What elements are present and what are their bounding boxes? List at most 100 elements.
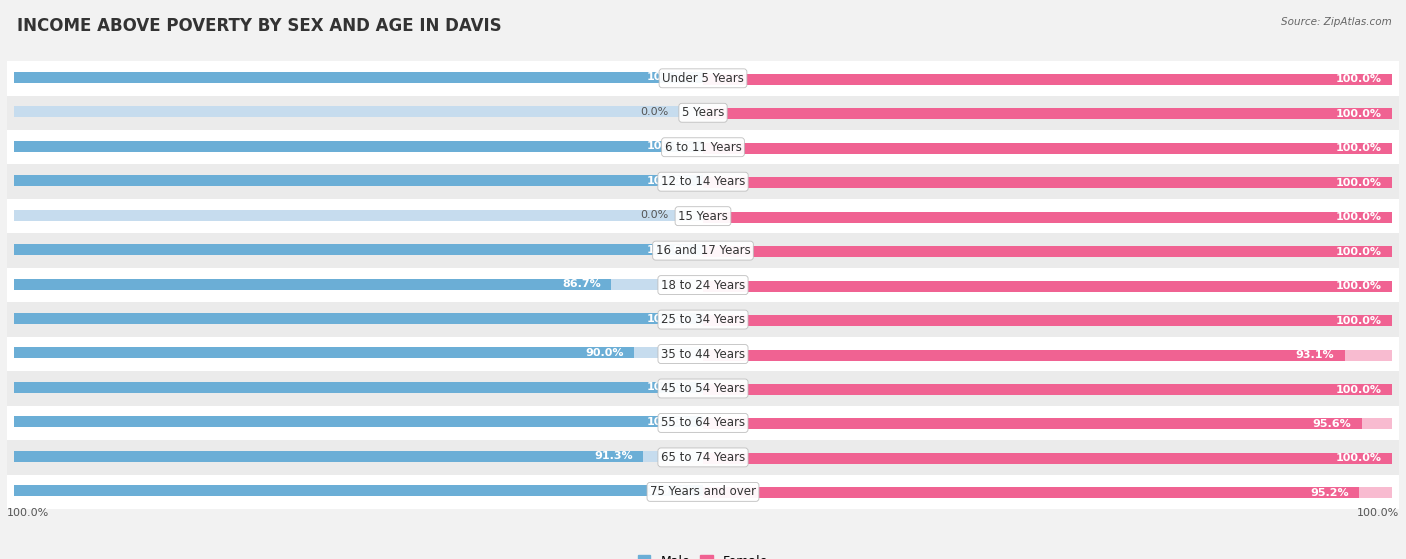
Bar <box>14 210 703 221</box>
Bar <box>703 246 1392 257</box>
Bar <box>7 130 1399 164</box>
Bar <box>14 72 703 83</box>
Bar <box>703 246 1392 257</box>
Bar <box>14 72 703 83</box>
Bar <box>7 475 1399 509</box>
Bar <box>7 199 1399 234</box>
Bar <box>703 453 1392 464</box>
Bar <box>14 451 643 462</box>
Bar <box>7 371 1399 406</box>
Bar <box>14 175 703 186</box>
Text: 5 Years: 5 Years <box>682 106 724 119</box>
Bar <box>703 108 1392 119</box>
Text: 100.0%: 100.0% <box>1336 281 1382 291</box>
Text: 65 to 74 Years: 65 to 74 Years <box>661 451 745 464</box>
Bar <box>703 177 1392 188</box>
Text: 100.0%: 100.0% <box>647 417 693 427</box>
Bar <box>14 244 703 255</box>
Bar <box>703 384 1392 395</box>
Bar <box>703 419 1392 429</box>
Text: 100.0%: 100.0% <box>1336 385 1382 395</box>
Text: INCOME ABOVE POVERTY BY SEX AND AGE IN DAVIS: INCOME ABOVE POVERTY BY SEX AND AGE IN D… <box>17 17 502 35</box>
Bar <box>703 74 1392 85</box>
Bar <box>703 143 1392 154</box>
Text: 93.1%: 93.1% <box>1295 350 1334 360</box>
Legend: Male, Female: Male, Female <box>638 555 768 559</box>
Text: 86.7%: 86.7% <box>562 279 600 289</box>
Text: 18 to 24 Years: 18 to 24 Years <box>661 278 745 292</box>
Text: 100.0%: 100.0% <box>647 314 693 324</box>
Bar <box>14 278 703 290</box>
Text: 100.0%: 100.0% <box>1336 143 1382 153</box>
Bar <box>703 212 1392 222</box>
Bar <box>703 143 1392 154</box>
Bar <box>703 108 1392 119</box>
Bar <box>14 485 703 496</box>
Text: 0.0%: 0.0% <box>640 107 668 117</box>
Text: 95.2%: 95.2% <box>1310 488 1348 498</box>
Text: 100.0%: 100.0% <box>7 508 49 518</box>
Bar <box>703 281 1392 292</box>
Text: 100.0%: 100.0% <box>1336 74 1382 84</box>
Bar <box>7 302 1399 337</box>
Bar <box>703 453 1392 464</box>
Bar <box>703 177 1392 188</box>
Text: 100.0%: 100.0% <box>1336 453 1382 463</box>
Text: 100.0%: 100.0% <box>1336 316 1382 325</box>
Bar <box>703 487 1360 499</box>
Text: 15 Years: 15 Years <box>678 210 728 222</box>
Text: 91.3%: 91.3% <box>595 451 633 461</box>
Text: 75 Years and over: 75 Years and over <box>650 485 756 499</box>
Bar <box>14 451 703 462</box>
Bar <box>14 141 703 151</box>
Bar <box>7 268 1399 302</box>
Bar <box>7 406 1399 440</box>
Bar <box>703 349 1344 361</box>
Bar <box>14 313 703 324</box>
Text: 55 to 64 Years: 55 to 64 Years <box>661 416 745 429</box>
Bar <box>14 416 703 428</box>
Bar <box>14 313 703 324</box>
Text: 45 to 54 Years: 45 to 54 Years <box>661 382 745 395</box>
Text: 100.0%: 100.0% <box>647 382 693 392</box>
Text: 16 and 17 Years: 16 and 17 Years <box>655 244 751 257</box>
Text: 100.0%: 100.0% <box>647 486 693 496</box>
Bar <box>14 485 703 496</box>
Bar <box>7 234 1399 268</box>
Bar <box>703 281 1392 292</box>
Text: 6 to 11 Years: 6 to 11 Years <box>665 141 741 154</box>
Text: 0.0%: 0.0% <box>640 210 668 220</box>
Bar <box>703 315 1392 326</box>
Bar <box>14 382 703 393</box>
Bar <box>14 348 634 358</box>
Bar <box>7 164 1399 199</box>
Text: 100.0%: 100.0% <box>1336 212 1382 222</box>
Text: 95.6%: 95.6% <box>1313 419 1351 429</box>
Bar <box>7 61 1399 96</box>
Bar <box>703 419 1362 429</box>
Text: 100.0%: 100.0% <box>1336 178 1382 188</box>
Bar <box>7 337 1399 371</box>
Bar <box>14 244 703 255</box>
Text: 100.0%: 100.0% <box>1336 247 1382 257</box>
Bar <box>7 440 1399 475</box>
Text: 90.0%: 90.0% <box>585 348 624 358</box>
Bar <box>703 212 1392 222</box>
Bar <box>703 384 1392 395</box>
Bar <box>14 106 703 117</box>
Text: 12 to 14 Years: 12 to 14 Years <box>661 175 745 188</box>
Text: 100.0%: 100.0% <box>647 176 693 186</box>
Text: 35 to 44 Years: 35 to 44 Years <box>661 348 745 361</box>
Text: 100.0%: 100.0% <box>1336 109 1382 119</box>
Bar <box>703 349 1392 361</box>
Text: 25 to 34 Years: 25 to 34 Years <box>661 313 745 326</box>
Bar <box>7 96 1399 130</box>
Text: Under 5 Years: Under 5 Years <box>662 72 744 85</box>
Bar <box>14 141 703 151</box>
Bar <box>703 315 1392 326</box>
Bar <box>703 487 1392 499</box>
Text: Source: ZipAtlas.com: Source: ZipAtlas.com <box>1281 17 1392 27</box>
Bar <box>14 382 703 393</box>
Text: 100.0%: 100.0% <box>647 245 693 254</box>
Bar <box>703 74 1392 85</box>
